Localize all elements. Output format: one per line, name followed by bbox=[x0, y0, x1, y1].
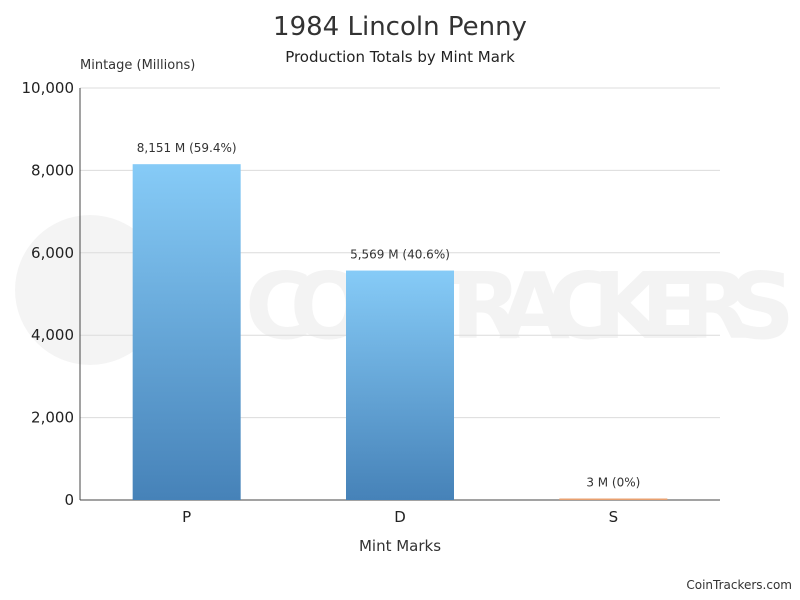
bar-D bbox=[346, 270, 454, 500]
y-tick-label: 2,000 bbox=[31, 409, 74, 427]
x-tick-label: P bbox=[182, 508, 191, 526]
credit-text: CoinTrackers.com bbox=[686, 578, 792, 592]
y-tick-label: 10,000 bbox=[22, 79, 75, 97]
y-tick-label: 0 bbox=[64, 491, 74, 509]
y-tick-label: 4,000 bbox=[31, 326, 74, 344]
data-label-S: 3 M (0%) bbox=[586, 476, 640, 490]
bar-S bbox=[559, 498, 668, 500]
y-axis-label: Mintage (Millions) bbox=[80, 58, 196, 73]
x-axis-label: Mint Marks bbox=[358, 537, 442, 555]
data-label-P: 8,151 M (59.4%) bbox=[137, 141, 237, 155]
y-tick-label: 6,000 bbox=[31, 244, 74, 262]
bar-P bbox=[132, 164, 241, 500]
data-label-D: 5,569 M (40.6%) bbox=[350, 248, 450, 262]
x-tick-label: S bbox=[609, 508, 619, 526]
chart-title: 1984 Lincoln Penny bbox=[273, 12, 527, 42]
x-tick-label: D bbox=[394, 508, 406, 526]
y-tick-label: 8,000 bbox=[31, 161, 74, 179]
chart-subtitle: Production Totals by Mint Mark bbox=[285, 48, 515, 66]
